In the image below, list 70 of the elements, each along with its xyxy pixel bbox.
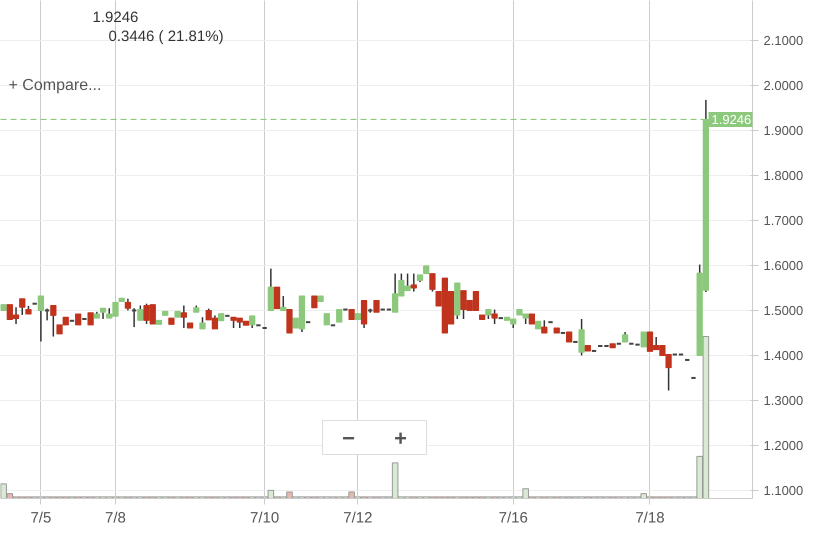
candlestick — [118, 298, 125, 302]
x-tick-label: 7/8 — [105, 510, 126, 526]
y-tick-label: 1.5000 — [764, 302, 804, 318]
annotation: + — [394, 426, 407, 450]
candlestick — [180, 304, 187, 329]
x-tick-label: 7/12 — [343, 510, 372, 526]
y-tick-label: 2.0000 — [764, 78, 804, 94]
candlestick — [491, 308, 498, 325]
candlestick — [528, 314, 536, 324]
y-tick-label: 1.9000 — [764, 123, 804, 138]
candlestick — [410, 272, 417, 292]
candlestick — [274, 286, 280, 310]
candlestick — [534, 320, 542, 330]
candlestick — [137, 304, 144, 322]
y-tick-label: 1.4000 — [764, 348, 804, 363]
candlestick — [311, 296, 318, 308]
candlestick — [168, 318, 175, 325]
annotation: 0.3446 ( 21.81%) — [108, 28, 224, 45]
candlestick — [286, 309, 293, 334]
y-tick-label: 2.1000 — [764, 33, 804, 48]
y-tick-label: 1.1000 — [764, 482, 804, 498]
candlestick — [50, 304, 56, 338]
candlestick — [162, 310, 168, 316]
candlestick — [610, 343, 616, 348]
x-tick-label: 7/16 — [498, 510, 528, 526]
candlestick — [360, 300, 368, 329]
candlestick — [249, 315, 256, 329]
candlestick — [348, 309, 355, 320]
candlestick — [324, 313, 330, 326]
candlestick — [640, 332, 647, 348]
candlestick — [578, 318, 585, 356]
x-tick-label: 7/18 — [635, 510, 665, 526]
candlestick — [124, 298, 132, 312]
candlestick — [186, 322, 194, 328]
candlestick — [268, 268, 274, 312]
y-tick-label: 1.6000 — [764, 258, 804, 273]
candlestick — [541, 320, 548, 334]
candlestick — [354, 313, 361, 320]
candlestick — [429, 272, 436, 292]
y-tick-label: 1.7000 — [764, 212, 804, 228]
candlestick — [336, 309, 342, 323]
candlestick — [373, 300, 380, 313]
y-tick-label: 1.3000 — [764, 392, 804, 408]
ref-line-label: 1.9246 — [712, 112, 752, 127]
candlestick — [0, 304, 7, 311]
x-tick-label: 7/10 — [250, 510, 280, 526]
candlestick — [199, 316, 206, 330]
candlestick — [622, 331, 628, 343]
y-tick-label: 1.2000 — [764, 438, 804, 453]
candlestick — [174, 310, 181, 318]
candlestick — [75, 314, 82, 326]
x-tick-label: 7/5 — [30, 510, 52, 526]
candlestick — [423, 265, 430, 274]
candlestick — [566, 332, 572, 342]
annotation: − — [342, 426, 355, 450]
candlestick — [218, 313, 224, 322]
candlestick — [479, 314, 486, 320]
candlestick — [485, 308, 492, 320]
candlestick — [19, 298, 26, 316]
candlestick — [317, 296, 324, 302]
candlestick — [38, 295, 44, 342]
candlestick — [100, 307, 106, 320]
candlestick — [280, 295, 286, 312]
candlestick — [156, 320, 162, 325]
annotation: + Compare... — [8, 77, 102, 94]
y-tick-label: 1.8000 — [764, 168, 804, 183]
candlestick — [87, 312, 94, 326]
annotation: 1.9246 — [92, 9, 138, 26]
candlestick — [554, 328, 560, 334]
candlestick — [584, 345, 591, 352]
